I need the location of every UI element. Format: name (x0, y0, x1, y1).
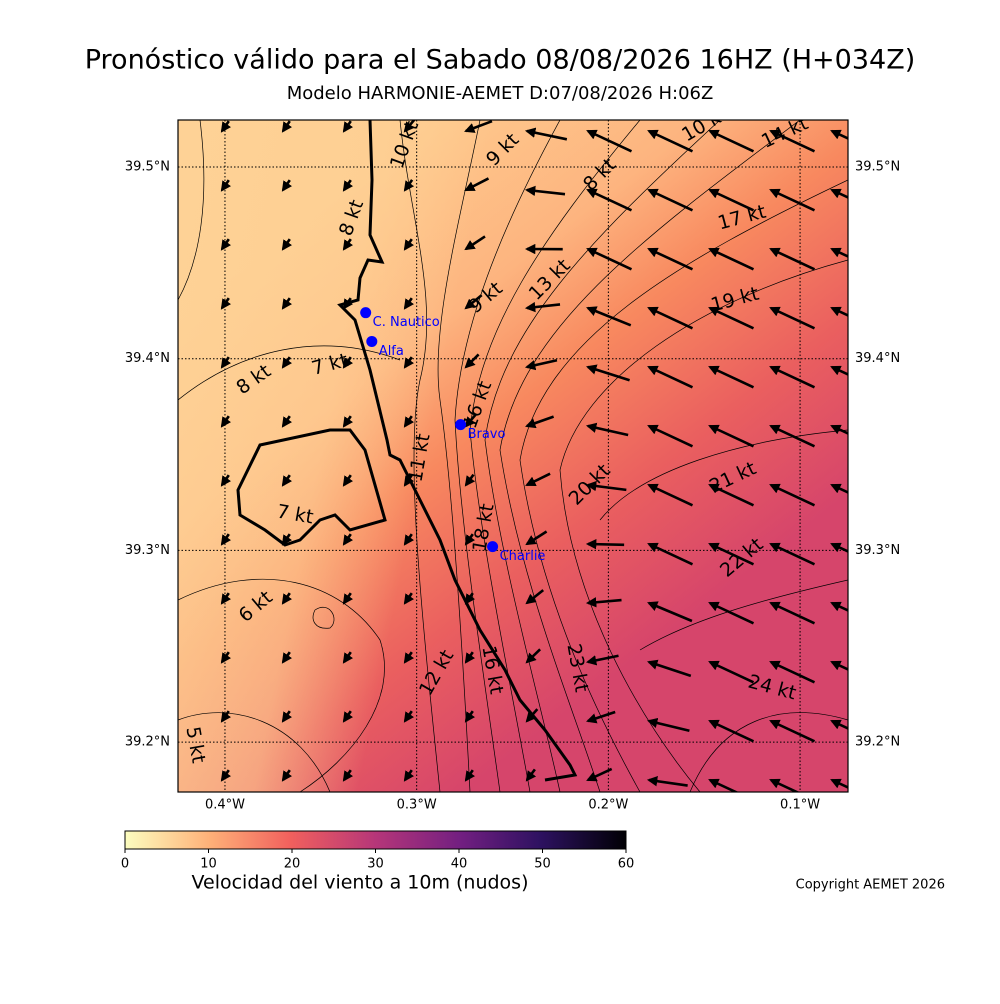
station-marker (455, 419, 466, 430)
lat-label: 39.2°N (855, 735, 900, 750)
station-marker (366, 336, 377, 347)
colorbar-tick-label: 20 (284, 857, 301, 872)
copyright: Copyright AEMET 2026 (796, 878, 945, 893)
lat-label: 39.3°N (855, 543, 900, 558)
lat-label: 39.5°N (855, 159, 900, 174)
lat-label: 39.2°N (125, 735, 170, 750)
lat-label: 39.3°N (125, 543, 170, 558)
colorbar-label: Velocidad del viento a 10m (nudos) (192, 872, 529, 894)
wind-arrow (588, 544, 624, 545)
lat-label: 39.4°N (855, 351, 900, 366)
colorbar-ticks: 0 10 20 30 40 50 60 (121, 849, 634, 872)
lat-label: 39.4°N (125, 351, 170, 366)
station-name: Bravo (468, 427, 506, 442)
lon-label: 0.1°W (780, 798, 820, 813)
colorbar (125, 831, 626, 849)
colorbar-tick-label: 60 (618, 857, 635, 872)
lon-label: 0.2°W (588, 798, 628, 813)
lat-label: 39.5°N (125, 159, 170, 174)
station-name: C. Nautico (373, 315, 440, 330)
subtitle: Modelo HARMONIE-AEMET D:07/08/2026 H:06Z (287, 83, 714, 104)
colorbar-tick-label: 40 (451, 857, 468, 872)
colorbar-tick-label: 50 (534, 857, 551, 872)
station-marker (360, 307, 371, 318)
colorbar-tick-label: 30 (367, 857, 384, 872)
station-name: Charlie (500, 549, 546, 564)
title: Pronóstico válido para el Sabado 08/08/2… (85, 45, 916, 76)
lon-label: 0.3°W (397, 798, 437, 813)
station-marker (487, 541, 498, 552)
lon-label: 0.4°W (205, 798, 245, 813)
colorbar-tick-label: 10 (200, 857, 217, 872)
colorbar-tick-label: 0 (121, 857, 129, 872)
station-name: Alfa (379, 344, 404, 359)
